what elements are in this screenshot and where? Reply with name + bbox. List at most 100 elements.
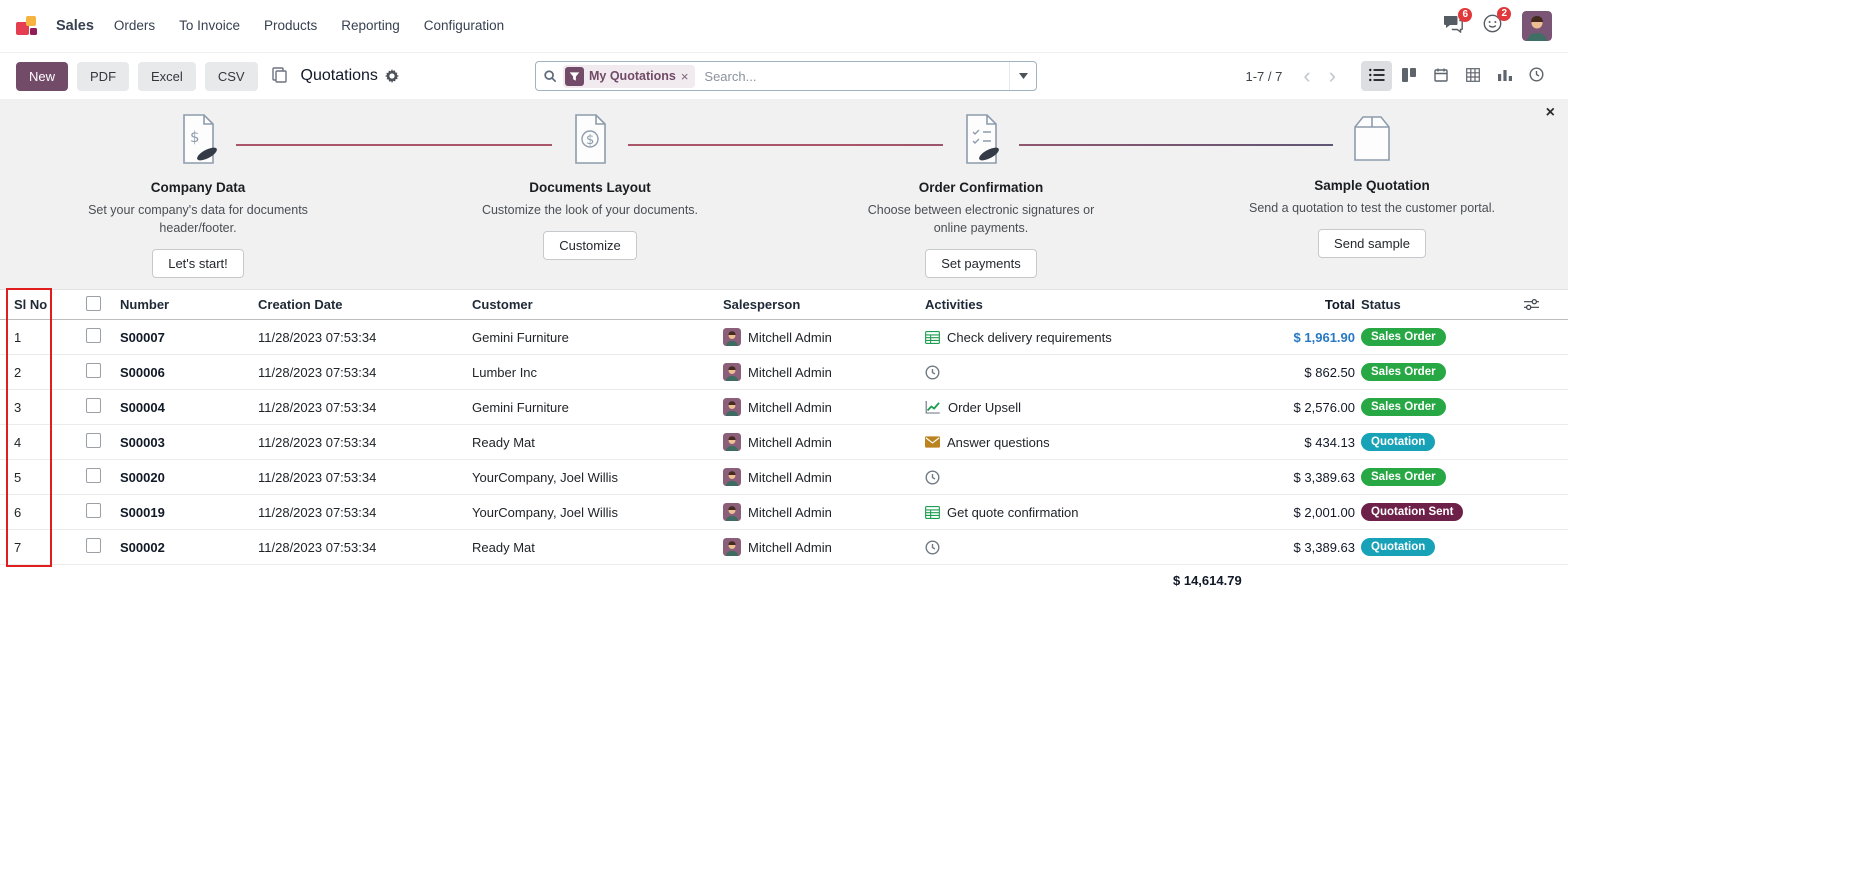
header-total[interactable]: Total bbox=[1324, 297, 1355, 312]
row-checkbox[interactable] bbox=[86, 538, 101, 553]
clock-icon[interactable] bbox=[925, 540, 940, 555]
row-number[interactable]: S00020 bbox=[120, 469, 165, 485]
excel-button[interactable]: Excel bbox=[138, 61, 196, 91]
new-button[interactable]: New bbox=[16, 61, 69, 91]
copy-button[interactable] bbox=[270, 65, 289, 88]
odoobot-icon bbox=[1483, 14, 1502, 38]
row-total: $ 2,001.00 bbox=[1293, 504, 1355, 520]
kanban-view-button[interactable] bbox=[1393, 61, 1424, 91]
pager-previous-icon[interactable]: ‹ bbox=[1303, 63, 1311, 88]
company-data-icon: $ bbox=[160, 112, 236, 171]
graph-view-button[interactable] bbox=[1489, 61, 1520, 91]
set-payments-button[interactable]: Set payments bbox=[925, 249, 1037, 279]
row-customer: YourCompany, Joel Willis bbox=[472, 469, 618, 485]
salesperson-avatar bbox=[723, 468, 741, 486]
row-activity-label[interactable]: Get quote confirmation bbox=[947, 504, 1079, 520]
row-activity-label[interactable]: Check delivery requirements bbox=[947, 329, 1112, 345]
row-checkbox[interactable] bbox=[86, 503, 101, 518]
row-number[interactable]: S00007 bbox=[120, 329, 165, 345]
header-number[interactable]: Number bbox=[120, 297, 170, 312]
user-avatar[interactable] bbox=[1522, 11, 1552, 41]
lets-start-button[interactable]: Let's start! bbox=[152, 249, 244, 279]
messages-button[interactable]: 6 bbox=[1443, 7, 1472, 38]
table-row[interactable]: 6 S00019 11/28/2023 07:53:34 YourCompany… bbox=[0, 495, 1568, 530]
onboarding-banner: × $ Company Data Set your company's data… bbox=[0, 99, 1568, 290]
row-salesperson: Mitchell Admin bbox=[748, 434, 832, 450]
header-status[interactable]: Status bbox=[1361, 297, 1401, 312]
calendar-view-button[interactable] bbox=[1425, 61, 1456, 91]
column-settings-icon[interactable] bbox=[1524, 298, 1539, 311]
odoo-logo[interactable] bbox=[16, 16, 38, 36]
row-salesperson: Mitchell Admin bbox=[748, 364, 832, 380]
customize-button[interactable]: Customize bbox=[543, 231, 637, 261]
csv-button[interactable]: CSV bbox=[204, 61, 258, 91]
salesperson-avatar bbox=[723, 503, 741, 521]
pager-next-icon[interactable]: › bbox=[1328, 63, 1336, 88]
send-sample-button[interactable]: Send sample bbox=[1318, 229, 1426, 259]
clock-icon[interactable] bbox=[925, 365, 940, 380]
row-checkbox[interactable] bbox=[86, 468, 101, 483]
row-checkbox[interactable] bbox=[86, 328, 101, 343]
spreadsheet-icon[interactable] bbox=[925, 505, 940, 519]
row-sl-no: 3 bbox=[14, 399, 22, 415]
select-all-checkbox[interactable] bbox=[86, 295, 101, 311]
row-customer: Lumber Inc bbox=[472, 364, 538, 380]
row-number[interactable]: S00002 bbox=[120, 539, 165, 555]
row-salesperson: Mitchell Admin bbox=[748, 329, 832, 345]
spreadsheet-icon[interactable] bbox=[925, 330, 940, 344]
facet-label: My Quotations bbox=[589, 69, 676, 83]
row-activity-label[interactable]: Order Upsell bbox=[948, 399, 1021, 415]
menu-reporting[interactable]: Reporting bbox=[341, 18, 400, 33]
row-salesperson: Mitchell Admin bbox=[748, 399, 832, 415]
row-number[interactable]: S00004 bbox=[120, 399, 165, 415]
table-row[interactable]: 5 S00020 11/28/2023 07:53:34 YourCompany… bbox=[0, 460, 1568, 495]
header-sl-no[interactable]: Sl No bbox=[14, 297, 48, 312]
menu-configuration[interactable]: Configuration bbox=[423, 18, 505, 33]
row-activity-label[interactable]: Answer questions bbox=[947, 434, 1050, 450]
table-row[interactable]: 4 S00003 11/28/2023 07:53:34 Ready Mat M… bbox=[0, 425, 1568, 460]
top-navbar: Sales Orders To Invoice Products Reporti… bbox=[0, 0, 1568, 53]
menu-orders[interactable]: Orders bbox=[113, 18, 156, 33]
row-sl-no: 6 bbox=[14, 504, 22, 520]
search-dropdown-toggle[interactable] bbox=[1009, 62, 1036, 90]
row-number[interactable]: S00006 bbox=[120, 364, 165, 380]
menu-products[interactable]: Products bbox=[263, 18, 318, 33]
header-salesperson[interactable]: Salesperson bbox=[723, 297, 801, 312]
status-badge: Quotation bbox=[1361, 433, 1436, 451]
pivot-view-button[interactable] bbox=[1457, 61, 1488, 91]
step-description: Choose between electronic signatures or … bbox=[867, 203, 1095, 236]
clock-icon[interactable] bbox=[925, 470, 940, 485]
salesperson-avatar bbox=[723, 363, 741, 381]
header-customer[interactable]: Customer bbox=[472, 297, 533, 312]
envelope-icon[interactable] bbox=[925, 436, 940, 448]
table-row[interactable]: 2 S00006 11/28/2023 07:53:34 Lumber Inc … bbox=[0, 355, 1568, 390]
header-creation-date[interactable]: Creation Date bbox=[258, 297, 343, 312]
table-row[interactable]: 1 S00007 11/28/2023 07:53:34 Gemini Furn… bbox=[0, 320, 1568, 355]
graph-view-icon bbox=[1497, 68, 1512, 84]
gear-icon[interactable] bbox=[384, 69, 399, 83]
menu-to-invoice[interactable]: To Invoice bbox=[179, 18, 240, 33]
search-facet-my-quotations[interactable]: My Quotations × bbox=[563, 64, 696, 88]
search-icon bbox=[543, 69, 557, 83]
header-activities[interactable]: Activities bbox=[925, 297, 983, 312]
table-row[interactable]: 3 S00004 11/28/2023 07:53:34 Gemini Furn… bbox=[0, 390, 1568, 425]
list-view-button[interactable] bbox=[1361, 61, 1392, 91]
row-sl-no: 5 bbox=[14, 469, 22, 485]
chart-icon[interactable] bbox=[925, 400, 941, 414]
table-row[interactable]: 7 S00002 11/28/2023 07:53:34 Ready Mat M… bbox=[0, 530, 1568, 565]
row-checkbox[interactable] bbox=[86, 398, 101, 413]
app-name[interactable]: Sales bbox=[56, 18, 94, 34]
row-checkbox[interactable] bbox=[86, 363, 101, 378]
pdf-button[interactable]: PDF bbox=[77, 61, 130, 91]
search-bar[interactable]: My Quotations × bbox=[535, 61, 1037, 91]
row-customer: Ready Mat bbox=[472, 434, 535, 450]
search-input[interactable] bbox=[702, 67, 1009, 85]
step-title: Documents Layout bbox=[529, 180, 651, 195]
row-checkbox[interactable] bbox=[86, 433, 101, 448]
row-number[interactable]: S00003 bbox=[120, 434, 165, 450]
activity-view-button[interactable] bbox=[1521, 61, 1552, 91]
activities-button[interactable]: 2 bbox=[1483, 7, 1511, 38]
facet-remove-icon[interactable]: × bbox=[680, 68, 689, 84]
banner-close-icon[interactable]: × bbox=[1545, 104, 1555, 121]
row-number[interactable]: S00019 bbox=[120, 504, 165, 520]
